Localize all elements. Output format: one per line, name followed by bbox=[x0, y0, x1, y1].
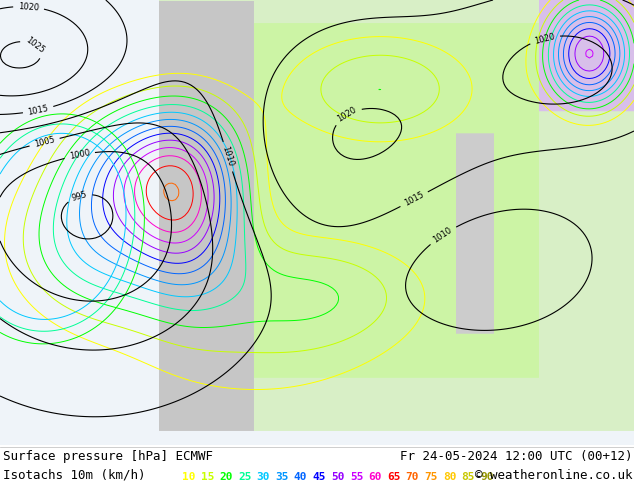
Text: 1015: 1015 bbox=[27, 104, 49, 117]
Text: 1010: 1010 bbox=[432, 225, 454, 245]
Text: 25: 25 bbox=[238, 472, 252, 482]
Text: 1005: 1005 bbox=[34, 135, 56, 149]
Text: 1010: 1010 bbox=[221, 146, 235, 168]
Text: 1020: 1020 bbox=[533, 31, 556, 46]
Text: 90: 90 bbox=[480, 472, 494, 482]
Text: © weatheronline.co.uk: © weatheronline.co.uk bbox=[476, 469, 633, 482]
Text: 1015: 1015 bbox=[403, 190, 425, 208]
Text: 40: 40 bbox=[294, 472, 307, 482]
Text: 55: 55 bbox=[350, 472, 363, 482]
Text: 60: 60 bbox=[368, 472, 382, 482]
Text: Fr 24-05-2024 12:00 UTC (00+12): Fr 24-05-2024 12:00 UTC (00+12) bbox=[400, 450, 633, 464]
Text: 85: 85 bbox=[462, 472, 475, 482]
Text: 15: 15 bbox=[201, 472, 214, 482]
Text: 80: 80 bbox=[443, 472, 456, 482]
Text: 1020: 1020 bbox=[18, 1, 39, 12]
Text: 50: 50 bbox=[331, 472, 345, 482]
Text: 75: 75 bbox=[424, 472, 438, 482]
Text: 20: 20 bbox=[219, 472, 233, 482]
Text: 65: 65 bbox=[387, 472, 401, 482]
Text: 30: 30 bbox=[257, 472, 270, 482]
Text: 1000: 1000 bbox=[68, 148, 91, 161]
Text: Isotachs 10m (km/h): Isotachs 10m (km/h) bbox=[3, 469, 146, 482]
Text: 35: 35 bbox=[275, 472, 289, 482]
Text: 1020: 1020 bbox=[336, 105, 359, 124]
Text: 1025: 1025 bbox=[24, 35, 46, 55]
Text: 45: 45 bbox=[313, 472, 326, 482]
Text: 995: 995 bbox=[71, 190, 89, 202]
Text: Surface pressure [hPa] ECMWF: Surface pressure [hPa] ECMWF bbox=[3, 450, 213, 464]
Text: 70: 70 bbox=[406, 472, 419, 482]
Text: 10: 10 bbox=[182, 472, 196, 482]
